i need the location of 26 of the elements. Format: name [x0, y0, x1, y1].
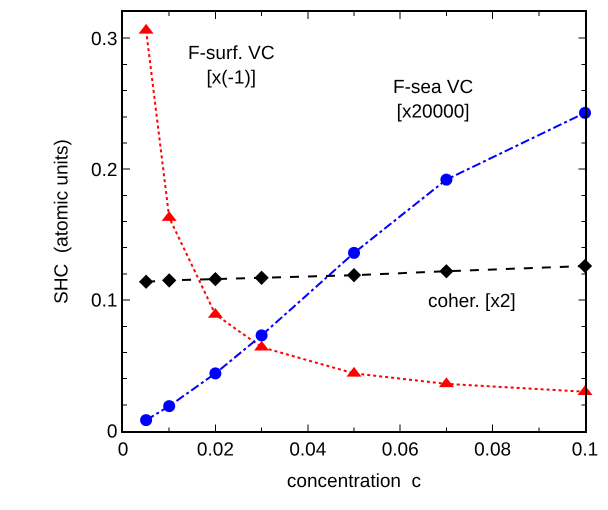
y-axis-title: SHC (atomic units) [51, 139, 72, 304]
point [348, 246, 360, 259]
text: F-sea VC [x20000] [393, 77, 474, 123]
x-tick-label: 0.08 [474, 440, 512, 461]
point [138, 274, 154, 289]
x-tick-label: 0.02 [196, 440, 234, 461]
y-tick-label: 0.1 [91, 290, 118, 312]
point [208, 272, 223, 286]
y-tick-label: 0 [106, 422, 118, 443]
point [209, 367, 222, 380]
point [440, 174, 452, 186]
point [162, 273, 176, 288]
x-tick-label: 0.1 [572, 440, 598, 461]
point [163, 400, 176, 412]
point [439, 264, 454, 278]
x-tick-label: 0.04 [289, 440, 327, 461]
point [346, 268, 362, 282]
point [254, 270, 269, 285]
point [140, 414, 152, 426]
series-label: coher. [x2] [428, 291, 516, 312]
y-tick-label: 0.2 [91, 160, 118, 181]
series-label: F-surf. VC [x(-1)] [188, 43, 275, 89]
point [256, 329, 268, 342]
x-axis-title: concentration c [286, 470, 422, 492]
x-tick-label: 0.06 [382, 440, 419, 461]
y-tick-label: 0.3 [91, 28, 118, 50]
